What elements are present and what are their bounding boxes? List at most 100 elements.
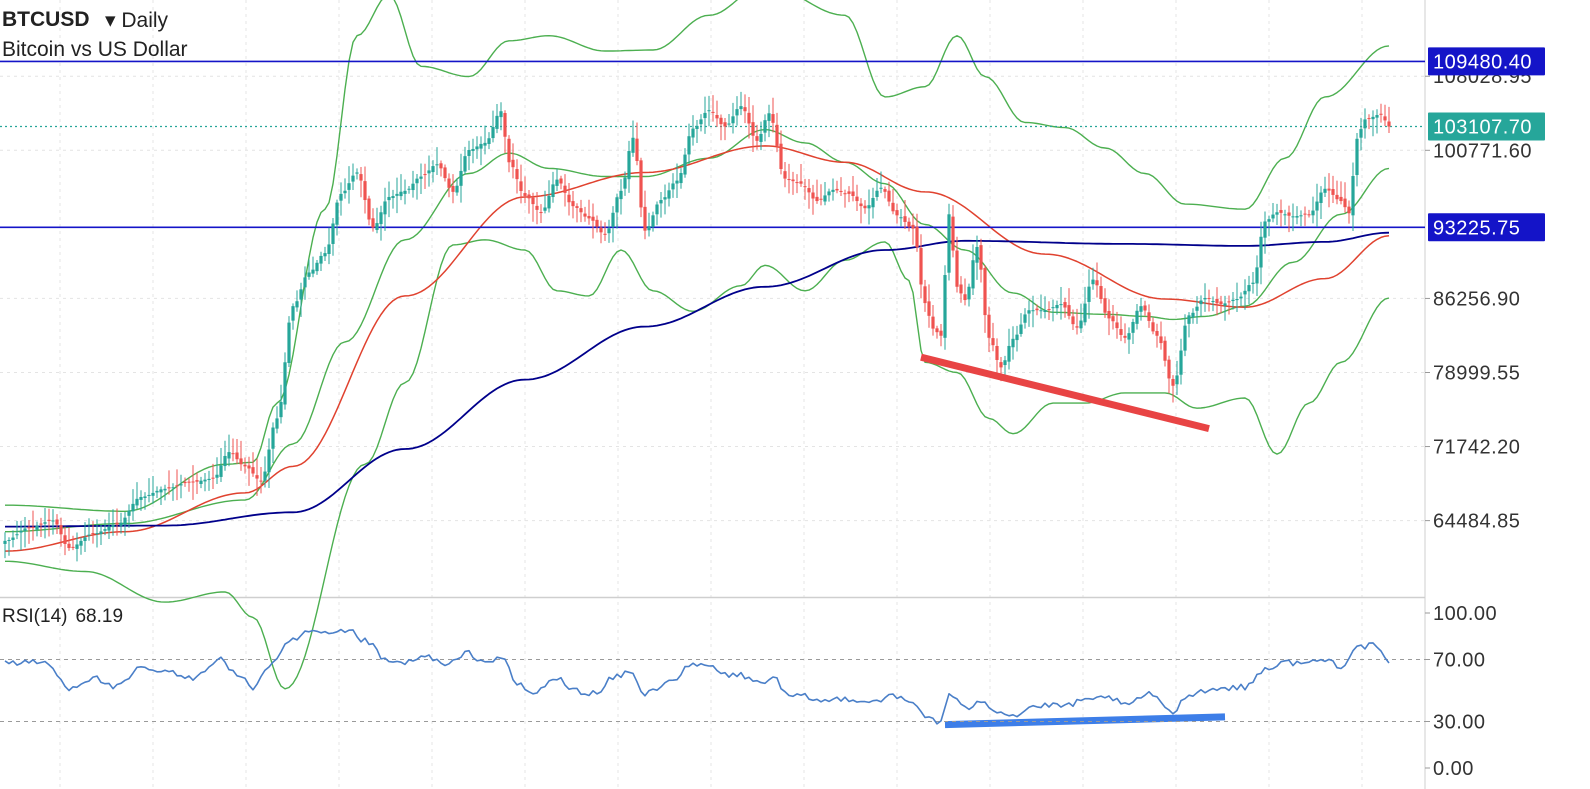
candle-body [755, 136, 759, 141]
candle-body [1223, 303, 1227, 306]
price-tick-label: 78999.55 [1433, 362, 1520, 384]
candle-body [1203, 297, 1207, 300]
support-price-label: 93225.75 [1433, 217, 1520, 239]
resistance-price-label: 109480.40 [1433, 51, 1532, 73]
candle-body [67, 543, 71, 549]
candle-body [1175, 375, 1179, 385]
candle-body [435, 164, 439, 166]
candle-body [259, 480, 263, 482]
candle-body [807, 188, 811, 193]
candle-body [123, 517, 127, 525]
candle-body [339, 193, 343, 201]
candle-body [1303, 213, 1307, 215]
candle-body [603, 233, 607, 235]
candle-body [1015, 334, 1019, 341]
interval-dropdown[interactable]: ▾ Daily [105, 9, 169, 32]
candle-body [1339, 196, 1343, 202]
candle-body [395, 193, 399, 196]
candle-body [1267, 219, 1271, 222]
candle-body [1207, 297, 1211, 299]
candle-body [455, 185, 459, 193]
candle-body [167, 487, 171, 489]
candle-body [967, 286, 971, 300]
candle-body [463, 156, 467, 172]
candlesticks [3, 91, 1391, 562]
candle-body [11, 537, 15, 540]
candle-body [1159, 336, 1163, 344]
candle-body [1059, 304, 1063, 306]
candle-body [951, 216, 955, 251]
candle-body [879, 187, 883, 189]
candle-body [919, 248, 923, 285]
horizontal-lines[interactable] [0, 60, 1425, 229]
candle-body [727, 123, 731, 125]
candle-body [343, 190, 347, 194]
candle-body [287, 322, 291, 363]
candle-body [835, 188, 839, 191]
candle-body [1383, 116, 1387, 121]
candle-body [747, 112, 751, 124]
candle-body [1247, 285, 1251, 292]
rsi-tick-label: 30.00 [1433, 712, 1486, 734]
price-axis[interactable]: 108028.95100771.6086256.9078999.5571742.… [1425, 47, 1545, 780]
candle-body [275, 418, 279, 429]
candle-body [651, 215, 655, 227]
candle-body [975, 246, 979, 263]
candle-body [823, 195, 827, 202]
candle-body [987, 314, 991, 338]
symbol-label[interactable]: BTCUSD [2, 8, 90, 31]
candle-body [411, 183, 415, 191]
candle-body [1235, 299, 1239, 301]
candle-body [471, 148, 475, 151]
candle-body [1331, 189, 1335, 195]
candle-body [419, 176, 423, 179]
candle-body [479, 143, 483, 149]
candle-body [1375, 115, 1379, 118]
candle-body [1083, 303, 1087, 323]
candle-body [303, 277, 307, 288]
candle-body [255, 475, 259, 479]
candle-body [1315, 201, 1319, 211]
candle-body [1139, 306, 1143, 312]
candle-body [487, 138, 491, 144]
candle-body [79, 540, 83, 546]
candle-body [1227, 301, 1231, 303]
candle-body [1363, 119, 1367, 129]
candle-body [391, 196, 395, 199]
candle-body [1239, 296, 1243, 299]
candle-body [863, 205, 867, 209]
candle-body [1367, 118, 1371, 120]
candle-body [855, 196, 859, 202]
candle-body [751, 122, 755, 136]
candle-body [95, 533, 99, 535]
rsi-legend[interactable]: RSI(14) 68.19 [2, 606, 131, 628]
candle-body [991, 338, 995, 346]
candle-body [171, 487, 175, 489]
candle-body [851, 191, 855, 196]
candle-body [87, 534, 91, 536]
candle-body [971, 260, 975, 289]
candle-body [191, 481, 195, 483]
candle-body [1039, 310, 1043, 312]
candle-body [703, 112, 707, 119]
candle-body [1019, 324, 1023, 334]
candle-body [379, 212, 383, 225]
trendlines[interactable] [920, 353, 1226, 729]
candle-body [1191, 312, 1195, 318]
candle-body [203, 479, 207, 482]
candle-body [1307, 214, 1311, 216]
candle-body [667, 190, 671, 199]
candle-body [483, 142, 487, 146]
candle-body [1099, 286, 1103, 300]
candle-body [647, 226, 651, 231]
candle-body [159, 489, 163, 493]
candle-body [223, 455, 227, 467]
candle-body [507, 138, 511, 163]
candle-body [467, 150, 471, 156]
candle-body [99, 531, 103, 535]
candle-body [775, 124, 779, 146]
candle-body [183, 481, 187, 484]
candle-body [607, 228, 611, 234]
candle-body [1127, 333, 1131, 340]
